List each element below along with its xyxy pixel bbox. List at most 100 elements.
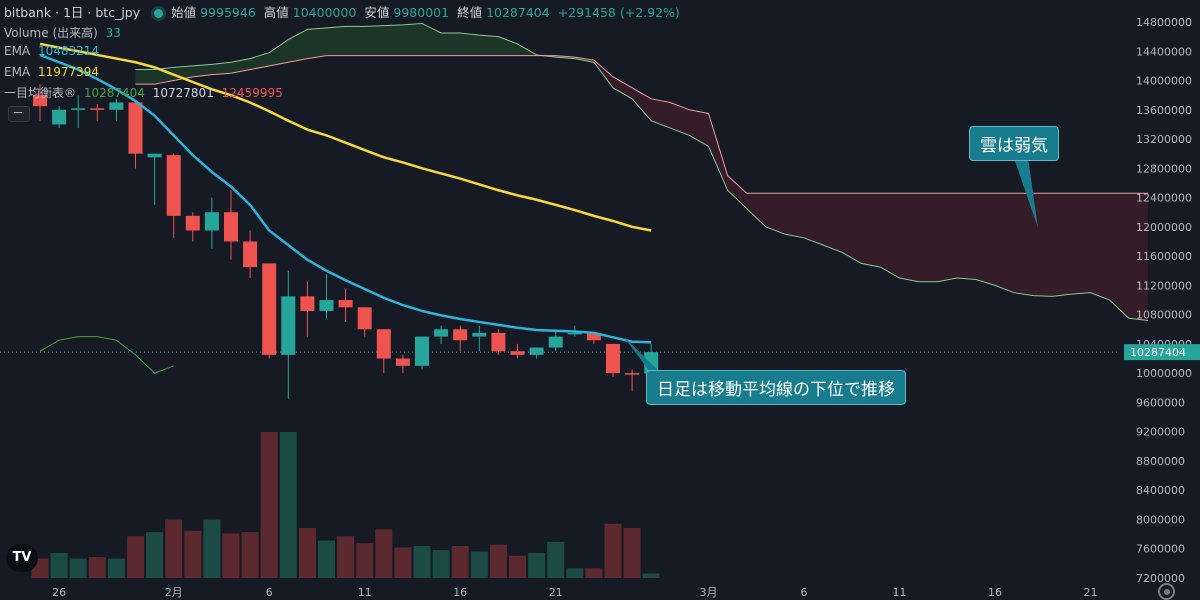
candle — [71, 108, 86, 110]
volume-bar — [356, 543, 374, 578]
volume-bar — [509, 555, 526, 578]
candle — [185, 215, 200, 231]
symbol-title[interactable]: bitbank · 1日 · btc_jpy — [4, 5, 141, 20]
ema-fast-value: 10483214 — [37, 44, 100, 58]
candle — [52, 109, 67, 125]
x-tick-label: 16 — [453, 586, 467, 599]
volume-bar — [585, 568, 603, 578]
cloud-bullish — [135, 23, 594, 85]
x-tick-label: 21 — [549, 586, 563, 599]
volume-bar — [375, 529, 393, 578]
ichimoku-value-1: 10287404 — [83, 86, 145, 100]
volume-bar — [566, 568, 584, 578]
y-tick-label: 7600000 — [1136, 543, 1185, 556]
collapse-legend-button[interactable] — [8, 106, 30, 122]
candle — [319, 300, 334, 311]
volume-bar — [413, 546, 431, 578]
y-tick-label: 12000000 — [1136, 221, 1192, 234]
ema-slow-label: EMA — [4, 65, 31, 79]
ema-fast-label: EMA — [4, 44, 31, 58]
x-tick-label: 26 — [52, 586, 66, 599]
cloud-annotation: 雲は弱気 — [969, 126, 1059, 161]
y-tick-label: 8400000 — [1136, 484, 1185, 497]
ichimoku-label: 一目均衡表® — [4, 86, 77, 100]
candle — [415, 336, 429, 366]
x-tick-label: 6 — [266, 586, 273, 599]
cloud-bearish — [593, 60, 1148, 321]
volume-bar — [107, 558, 125, 578]
candle — [472, 332, 487, 337]
market-status-icon — [154, 9, 164, 18]
candle — [625, 373, 640, 375]
y-tick-label: 11200000 — [1136, 279, 1192, 292]
volume-bar — [184, 530, 202, 578]
volume-label: Volume (出来高) — [4, 26, 98, 40]
volume-bar — [165, 519, 183, 578]
candle — [281, 296, 296, 355]
candle — [300, 296, 315, 311]
high-value: 10400000 — [292, 5, 357, 20]
leading-span-a — [135, 22, 1148, 321]
volume-bar — [623, 527, 641, 578]
change-value: +291458 (+2.92%) — [557, 5, 680, 20]
candle — [548, 336, 563, 348]
candle — [243, 241, 258, 268]
volume-bar — [260, 432, 278, 578]
candle — [128, 102, 143, 154]
volume-bar — [604, 523, 622, 578]
cloud-annotation-pointer — [1014, 158, 1038, 228]
volume-bar — [432, 550, 450, 578]
volume-bar — [241, 532, 259, 578]
candle — [147, 153, 162, 158]
open-value: 9995946 — [200, 5, 256, 20]
candle — [33, 95, 47, 107]
x-tick-label: 21 — [1084, 586, 1098, 599]
volume-bar — [528, 552, 546, 578]
close-value: 10287404 — [486, 5, 550, 20]
volume-bar — [489, 544, 507, 578]
volume-bar — [88, 557, 106, 578]
y-tick-label: 10800000 — [1136, 309, 1192, 322]
x-tick-label: 3月 — [700, 586, 718, 599]
candle — [529, 347, 544, 355]
candle — [491, 332, 506, 352]
ema-slow-legend[interactable]: EMA 11977394 — [4, 65, 103, 79]
candle — [586, 332, 601, 341]
candle — [395, 358, 410, 366]
candle-annotation: 日足は移動平均線の下位で推移 — [646, 370, 906, 405]
volume-bar — [127, 536, 144, 578]
leading-span-b — [135, 55, 1148, 194]
ichimoku-legend[interactable]: 一目均衡表® 10287404 10727801 12459995 — [4, 84, 287, 101]
candle — [262, 263, 277, 355]
y-tick-label: 8800000 — [1136, 455, 1185, 468]
ema-slow-value: 11977394 — [37, 65, 100, 79]
volume-bar — [298, 527, 316, 578]
volume-bar — [203, 519, 221, 578]
y-tick-label: 13200000 — [1136, 133, 1192, 146]
candle — [204, 212, 219, 231]
high-label: 高値 — [263, 5, 289, 20]
y-tick-label: 8000000 — [1136, 513, 1185, 526]
volume-bar — [451, 546, 469, 578]
ema-slow-line — [39, 42, 652, 232]
last-price-label: 10287404 — [1130, 346, 1186, 359]
gear-icon[interactable] — [1158, 583, 1175, 600]
volume-bar — [394, 547, 412, 578]
candle — [338, 300, 353, 308]
volume-bar — [146, 532, 164, 578]
open-label: 始値 — [171, 5, 197, 20]
chart-header: bitbank · 1日 · btc_jpy 始値 9995946 高値 10400… — [4, 2, 684, 21]
volume-legend[interactable]: Volume (出来高) 33 — [4, 24, 125, 41]
ema-fast-legend[interactable]: EMA 10483214 — [4, 44, 103, 58]
x-tick-label: 2月 — [165, 586, 183, 599]
volume-bar — [222, 533, 240, 578]
candle — [376, 329, 391, 359]
y-tick-label: 14000000 — [1136, 75, 1192, 88]
x-tick-label: 6 — [801, 586, 808, 599]
tradingview-logo-icon[interactable]: TV — [6, 544, 38, 572]
x-tick-label: 11 — [358, 586, 372, 599]
volume-bar — [547, 541, 565, 578]
low-label: 安値 — [364, 5, 390, 20]
